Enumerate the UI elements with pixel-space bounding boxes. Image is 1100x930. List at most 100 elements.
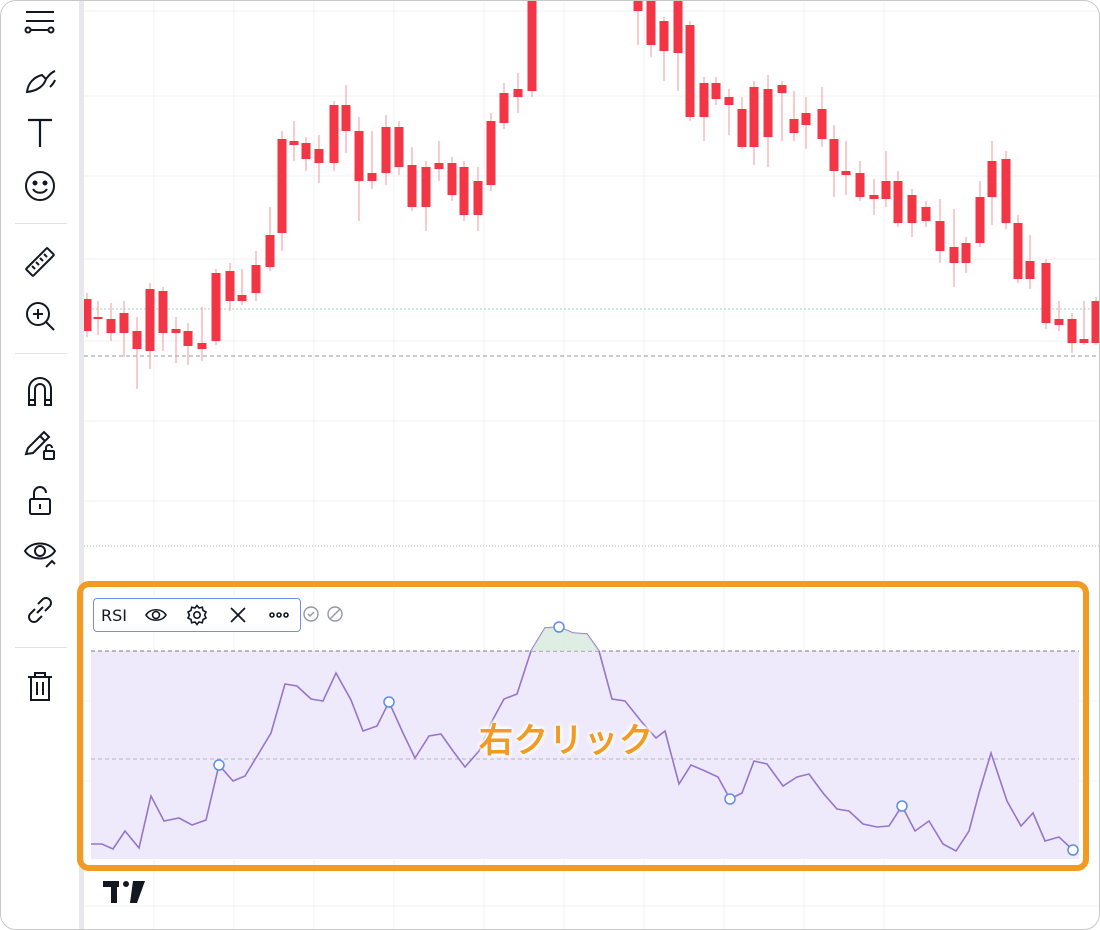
candle-body (921, 207, 931, 221)
more-icon (269, 612, 290, 618)
candle-body (801, 113, 811, 125)
brush-tools-button[interactable] (17, 56, 63, 102)
candle-body (211, 273, 221, 341)
rsi-legend[interactable]: RSI (93, 598, 301, 632)
rsi-anchor-point (724, 793, 736, 805)
candle-body (394, 127, 404, 167)
candle-body (473, 181, 483, 215)
candle-body (132, 331, 142, 349)
emoji-tool-button[interactable] (17, 163, 63, 209)
smiley-icon (25, 171, 55, 201)
candle-body (829, 139, 839, 171)
candle-body (737, 109, 747, 147)
candle-body (987, 161, 997, 197)
candle-body (486, 121, 496, 185)
candle-body (749, 87, 759, 147)
toolbar-separator (15, 647, 67, 648)
remove-drawings-button[interactable] (17, 663, 63, 709)
candle-body (935, 221, 945, 251)
candlestick-series (84, 1, 1099, 389)
candle-body (314, 149, 324, 163)
chart-pane[interactable] (84, 1, 1100, 930)
candle-body (1013, 223, 1023, 279)
more-button[interactable] (259, 599, 300, 631)
brush-icon (25, 70, 56, 94)
disabled-icon[interactable] (325, 604, 345, 624)
candle-body (341, 105, 351, 131)
pencil-lock-icon (24, 430, 55, 460)
candle-body (197, 343, 207, 349)
candle-body (841, 171, 851, 175)
candle-body (158, 291, 168, 333)
rsi-anchor-point (383, 696, 395, 708)
rsi-pane (91, 621, 1079, 859)
rsi-anchor-point (213, 759, 225, 771)
drawing-toolbar (1, 1, 79, 929)
rsi-anchor-point (553, 621, 565, 633)
candle-body (407, 165, 417, 207)
settings-button[interactable] (176, 599, 217, 631)
candle-body (171, 329, 181, 333)
source-code-icon[interactable] (301, 604, 321, 624)
eye-icon (23, 542, 57, 568)
candle-body (277, 139, 287, 233)
candle-body (961, 243, 971, 263)
candle-body (84, 299, 92, 331)
candle-body (1079, 339, 1089, 343)
candle-body (354, 131, 364, 181)
zoom-in-tool-button[interactable] (17, 293, 63, 339)
candle-body (421, 167, 431, 207)
candle-body (817, 109, 827, 139)
tradingview-logo (103, 881, 145, 903)
hide-all-drawings-button[interactable] (17, 529, 63, 575)
close-icon (230, 607, 246, 623)
candle-body (869, 195, 879, 199)
lock-all-drawings-button[interactable] (17, 477, 63, 523)
candle-body (251, 265, 261, 293)
candle-body (855, 173, 865, 197)
measure-tool-button[interactable] (17, 239, 63, 285)
visibility-button[interactable] (135, 599, 176, 631)
candle-body (1041, 263, 1051, 323)
gear-icon (186, 604, 207, 626)
candle-body (106, 319, 116, 333)
candle-body (183, 331, 193, 346)
candle-body (659, 21, 669, 51)
remove-button[interactable] (218, 599, 259, 631)
candle-body (646, 1, 656, 45)
candle-body (777, 85, 787, 93)
candle-body (459, 167, 469, 215)
candle-body (949, 247, 959, 263)
link-icon (28, 597, 52, 623)
candle-body (367, 173, 377, 181)
trend-line-tools-button[interactable] (17, 1, 63, 47)
candle-body (381, 127, 391, 173)
text-tool-button[interactable] (17, 109, 63, 155)
magnet-icon (28, 377, 52, 406)
magnet-mode-button[interactable] (17, 367, 63, 413)
candle-body (119, 313, 129, 333)
candle-body (633, 1, 643, 11)
candle-body (145, 289, 155, 351)
candle-body (225, 271, 235, 301)
link-tool-button[interactable] (17, 587, 63, 633)
candle-body (301, 143, 311, 159)
candle-body (975, 197, 985, 243)
zoom-in-icon (26, 302, 55, 331)
annotation-right-click: 右クリック (479, 721, 654, 761)
legend-extra-icons (301, 604, 345, 624)
candle-body (527, 1, 537, 91)
candle-body (499, 93, 509, 123)
price-chart[interactable] (84, 1, 1100, 930)
rsi-overbought-fill (531, 627, 599, 651)
candle-body (329, 105, 339, 163)
rsi-anchor-point (896, 800, 908, 812)
candle-body (93, 317, 103, 319)
candle-body (724, 97, 734, 105)
indicator-title[interactable]: RSI (101, 605, 127, 625)
eye-icon (144, 608, 167, 622)
ruler-icon (25, 247, 55, 277)
drawing-mode-lock-button[interactable] (17, 421, 63, 467)
candle-body (881, 181, 891, 199)
trash-icon (28, 672, 52, 701)
